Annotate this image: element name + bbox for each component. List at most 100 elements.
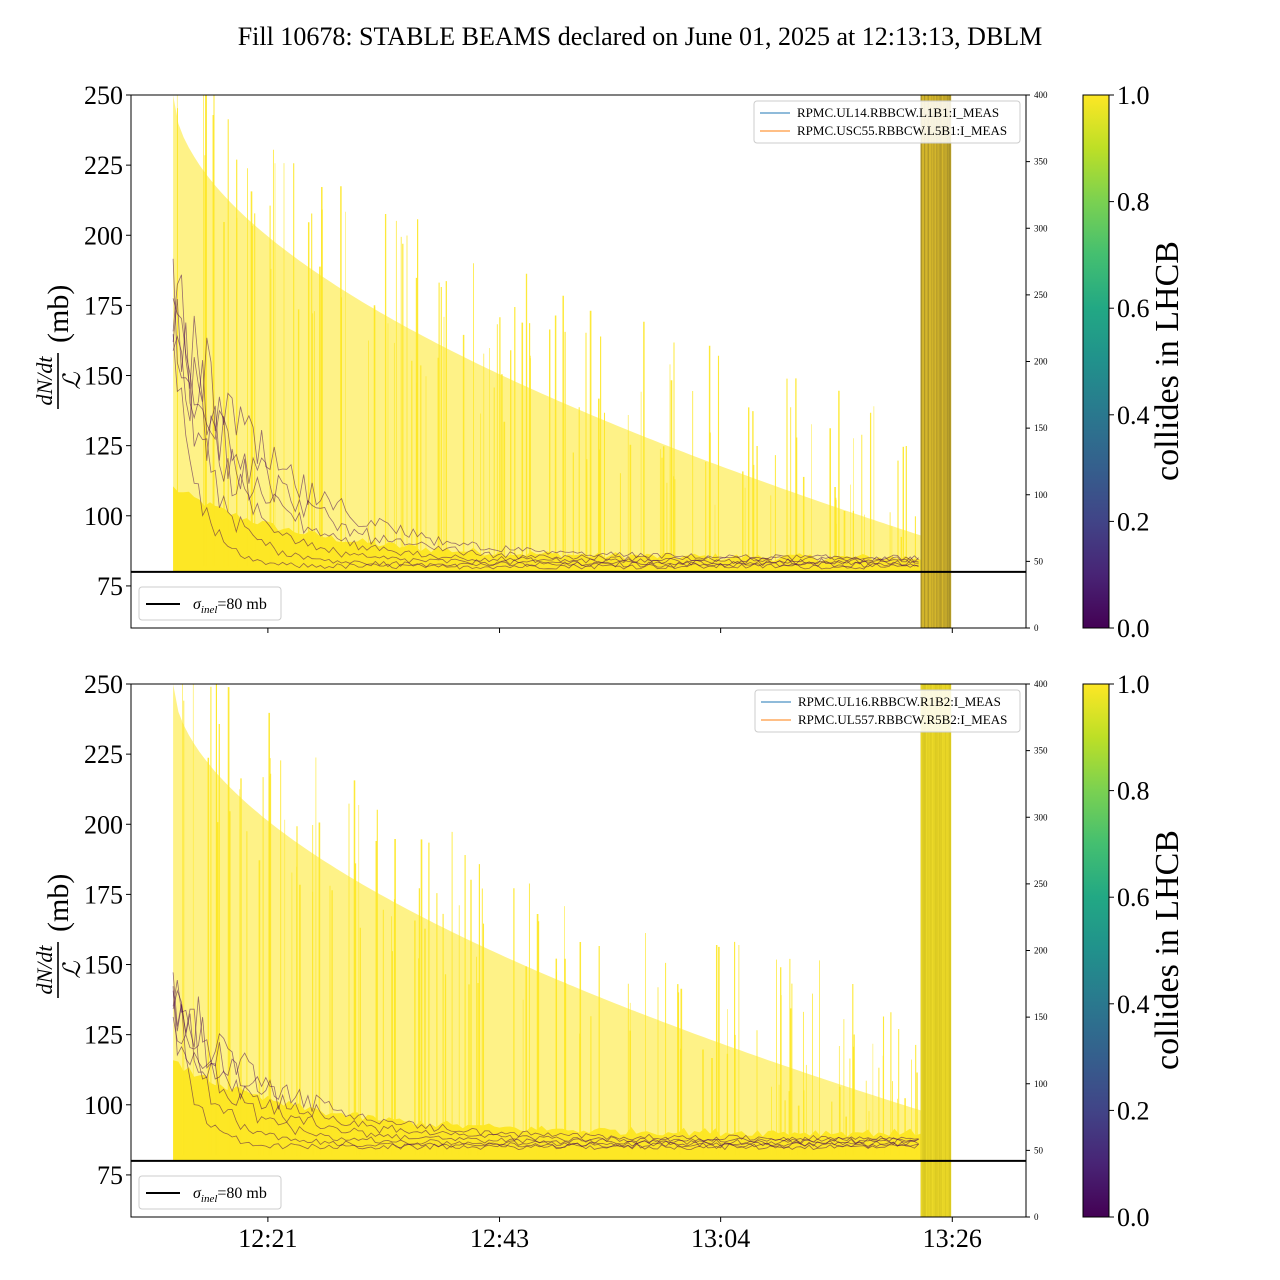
top-series-legend-box [753, 100, 1021, 144]
bottom-y2tick-label: 350 [1034, 746, 1048, 756]
bottom-series-legend: RPMC.UL16.RBBCW.R1B2:I_MEAS RPMC.UL557.R… [754, 689, 1021, 733]
top-reference-legend-label: σinel=80 mb [193, 596, 267, 616]
top-noncolliding-trace [172, 298, 919, 563]
bottom-ytick-label: 125 [84, 1021, 123, 1050]
bottom-y-axis-label: dN/dt ℒ (mb) [32, 874, 86, 998]
top-ytick-label: 125 [84, 432, 123, 461]
top-colorbar-gradient [1082, 94, 1110, 629]
bottom-ylabel-numerator: dN/dt [32, 945, 57, 995]
top-panel: 75 100 125 150 175 200 225 250 0 50 100 150 200 250 3… [32, 81, 1048, 633]
bottom-ylabel-denominator: ℒ [58, 961, 86, 979]
bottom-plot-area [131, 684, 1026, 1217]
bottom-x-axis-ticks: 12:21 12:43 13:04 13:26 [238, 1217, 982, 1253]
bottom-reference-legend-box [138, 1175, 282, 1210]
top-y2-axis-ticks: 0 50 100 150 200 250 300 350 400 [1026, 90, 1048, 633]
top-legend-entry-1: RPMC.UL14.RBBCW.L1B1:I_MEAS [797, 105, 999, 120]
top-ylabel-unit: (mb) [42, 285, 75, 343]
bottom-ytick-label: 225 [84, 740, 123, 769]
bottom-xtick-label: 12:21 [238, 1224, 297, 1253]
bottom-colorbar-tick-label: 0.6 [1117, 883, 1150, 912]
top-colliding-core-band [173, 486, 921, 572]
top-colorbar: 0.0 0.2 0.4 0.6 0.8 1.0 collides in LHCB [1082, 81, 1186, 643]
top-y2tick-label: 200 [1034, 357, 1048, 367]
top-ytick-label: 175 [84, 291, 123, 320]
top-y2tick-label: 150 [1034, 423, 1048, 433]
bottom-ytick-label: 150 [84, 951, 123, 980]
bottom-noncolliding-trace [172, 986, 919, 1151]
top-colorbar-tick-label: 0.4 [1117, 401, 1150, 430]
bottom-y2tick-label: 300 [1034, 812, 1048, 822]
bottom-colorbar-tick-label: 0.0 [1117, 1203, 1150, 1232]
top-reference-legend: σinel=80 mb [138, 586, 282, 621]
bottom-y2-axis-ticks: 0 50 100 150 200 250 300 350 400 [1026, 679, 1048, 1222]
top-colorbar-tick-label: 0.0 [1117, 614, 1150, 643]
top-colorbar-tick-label: 0.2 [1117, 507, 1150, 536]
top-y2tick-label: 400 [1034, 90, 1048, 100]
bottom-colorbar-gradient [1082, 683, 1110, 1218]
top-ytick-label: 150 [84, 362, 123, 391]
top-y2tick-label: 300 [1034, 223, 1048, 233]
bottom-colorbar: 0.0 0.2 0.4 0.6 0.8 1.0 collides in LHCB [1082, 670, 1186, 1232]
bottom-y2tick-label: 400 [1034, 679, 1048, 689]
top-legend-entry-2: RPMC.USC55.RBBCW.L5B1:I_MEAS [797, 123, 1007, 138]
top-colorbar-tick-label: 1.0 [1117, 81, 1150, 110]
figure-title: Fill 10678: STABLE BEAMS declared on Jun… [238, 22, 1043, 51]
top-noncolliding-trace [172, 258, 919, 568]
top-series-legend: RPMC.UL14.RBBCW.L1B1:I_MEAS RPMC.USC55.R… [753, 100, 1021, 144]
bottom-xtick-label: 13:04 [691, 1224, 750, 1253]
top-colorbar-tick-label: 0.6 [1117, 294, 1150, 323]
top-noncolliding-trace [172, 299, 919, 565]
bottom-y2tick-label: 100 [1034, 1079, 1048, 1089]
bottom-ylabel-unit: (mb) [42, 874, 75, 932]
top-ylabel-denominator: ℒ [58, 372, 86, 390]
bottom-legend-entry-2: RPMC.UL557.RBBCW.R5B2:I_MEAS [798, 712, 1007, 727]
top-ytick-label: 200 [84, 221, 123, 250]
top-colorbar-ticks: 0.0 0.2 0.4 0.6 0.8 1.0 [1109, 81, 1150, 643]
top-colliding-envelope [173, 95, 921, 572]
bottom-ytick-label: 175 [84, 880, 123, 909]
top-reference-legend-box [138, 586, 282, 621]
bottom-ytick-label: 250 [84, 670, 123, 699]
bottom-y2tick-label: 150 [1034, 1012, 1048, 1022]
top-colorbar-tick-label: 0.8 [1117, 188, 1150, 217]
top-ytick-label: 100 [84, 502, 123, 531]
top-colorbar-label: collides in LHCB [1149, 241, 1186, 481]
bottom-colorbar-ticks: 0.0 0.2 0.4 0.6 0.8 1.0 [1109, 670, 1150, 1232]
top-ytick-label: 75 [97, 572, 123, 601]
bottom-ytick-label: 75 [97, 1161, 123, 1190]
bottom-xtick-label: 13:26 [923, 1224, 982, 1253]
top-y2tick-label: 50 [1034, 556, 1044, 566]
top-plot-area [131, 95, 1026, 628]
top-y2tick-label: 350 [1034, 157, 1048, 167]
bottom-series-legend-box [754, 689, 1021, 733]
top-y2tick-label: 0 [1034, 623, 1039, 633]
bottom-reference-legend-label: σinel=80 mb [193, 1185, 267, 1205]
top-y-axis-label: dN/dt ℒ (mb) [32, 285, 86, 409]
bottom-colorbar-tick-label: 0.4 [1117, 990, 1150, 1019]
bottom-colorbar-tick-label: 0.2 [1117, 1096, 1150, 1125]
bottom-legend-entry-1: RPMC.UL16.RBBCW.R1B2:I_MEAS [798, 694, 1001, 709]
bottom-colorbar-label: collides in LHCB [1149, 830, 1186, 1070]
bottom-y-axis-ticks: 75 100 125 150 175 200 225 250 [84, 670, 131, 1190]
top-ytick-label: 250 [84, 81, 123, 110]
top-noncolliding-trace [172, 334, 919, 570]
bottom-y2tick-label: 250 [1034, 879, 1048, 889]
bottom-colliding-envelope [173, 684, 921, 1161]
bottom-y2tick-label: 200 [1034, 946, 1048, 956]
bottom-noncolliding-trace [172, 989, 919, 1144]
bottom-y2tick-label: 0 [1034, 1212, 1039, 1222]
top-beam-dump-region [920, 95, 952, 628]
bottom-panel: 75 100 125 150 175 200 225 250 0 50 100 150 200 250 3… [32, 670, 1048, 1253]
bottom-ytick-label: 100 [84, 1091, 123, 1120]
top-y-axis-ticks: 75 100 125 150 175 200 225 250 [84, 81, 131, 601]
bottom-colorbar-tick-label: 0.8 [1117, 777, 1150, 806]
bottom-colorbar-tick-label: 1.0 [1117, 670, 1150, 699]
top-ylabel-numerator: dN/dt [32, 356, 57, 406]
bottom-noncolliding-trace [172, 980, 919, 1142]
top-y2tick-label: 100 [1034, 490, 1048, 500]
bottom-reference-legend: σinel=80 mb [138, 1175, 282, 1210]
bottom-noncolliding-trace [172, 990, 919, 1146]
top-y2tick-label: 250 [1034, 290, 1048, 300]
top-x-axis-ticks [267, 628, 953, 633]
